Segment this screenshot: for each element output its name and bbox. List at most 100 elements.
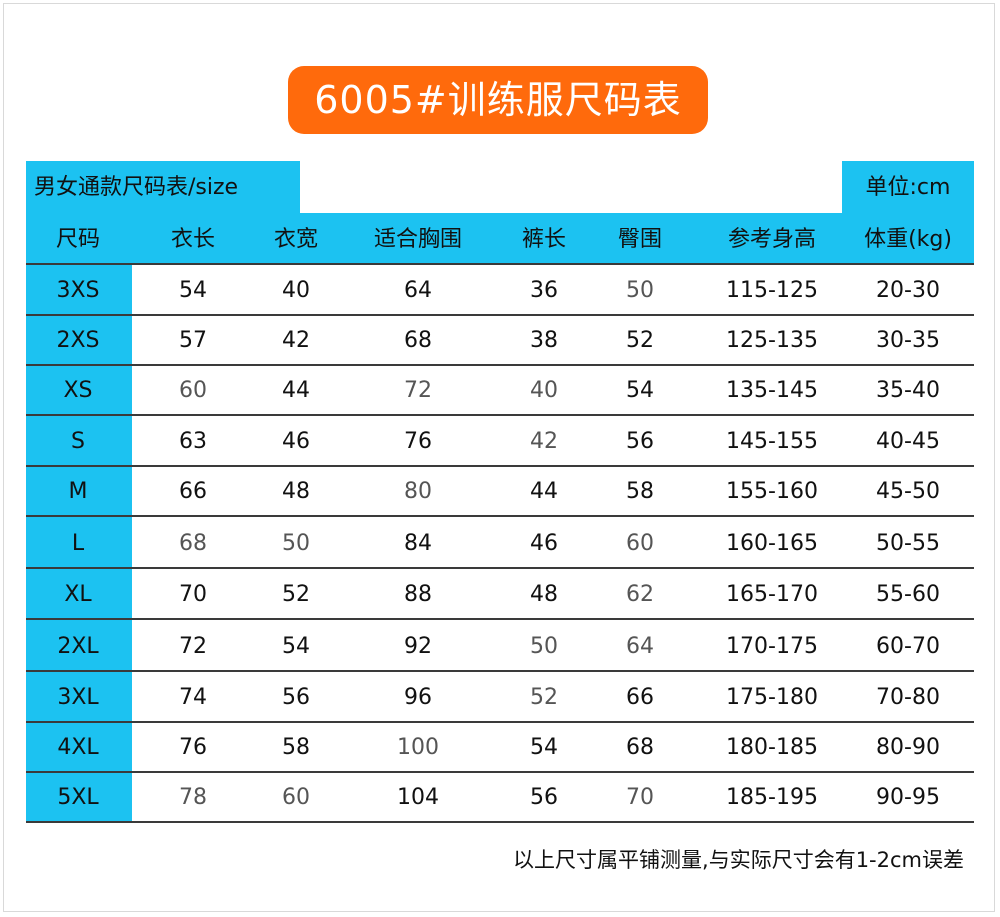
size-label: XL <box>64 582 92 607</box>
table-cell: 48 <box>282 479 310 504</box>
table-cell: 46 <box>282 429 310 454</box>
size-label: S <box>71 429 85 454</box>
table-cell: 66 <box>626 685 654 710</box>
table-cell: 56 <box>530 785 558 810</box>
size-label: 4XL <box>57 735 99 760</box>
size-label: M <box>68 479 88 504</box>
table-cell: 56 <box>626 429 654 454</box>
table-row: L 68 50 84 46 60 160-165 50-55 <box>26 518 974 569</box>
table-cell: 70-80 <box>876 685 940 710</box>
table-cell: 60 <box>626 531 654 556</box>
table-cell: 20-30 <box>876 278 940 303</box>
table-row: S 63 46 76 42 56 145-155 40-45 <box>26 416 974 467</box>
table-cell: 44 <box>530 479 558 504</box>
table-row: 3XL 74 56 96 52 66 175-180 70-80 <box>26 672 974 723</box>
table-cell: 78 <box>179 785 207 810</box>
size-label: 2XL <box>57 634 99 659</box>
header-weight: 体重(kg) <box>864 227 952 252</box>
table-cell: 38 <box>530 328 558 353</box>
table-cell: 46 <box>530 531 558 556</box>
page-title: 6005#训练服尺码表 <box>288 66 708 134</box>
table-row: XS 60 44 72 40 54 135-145 35-40 <box>26 365 974 416</box>
size-column-band <box>26 265 132 823</box>
table-cell: 68 <box>626 735 654 760</box>
table-cell: 125-135 <box>726 328 818 353</box>
table-cell: 68 <box>179 531 207 556</box>
table-cell: 66 <box>179 479 207 504</box>
table-cell: 52 <box>282 582 310 607</box>
table-cell: 80 <box>404 479 432 504</box>
table-cell: 72 <box>404 378 432 403</box>
table-cell: 36 <box>530 278 558 303</box>
header-width: 衣宽 <box>273 227 318 252</box>
table-cell: 62 <box>626 582 654 607</box>
table-cell: 58 <box>626 479 654 504</box>
measurement-note: 以上尺寸属平铺测量,与实际尺寸会有1-2cm误差 <box>513 848 964 872</box>
size-label: L <box>71 531 85 556</box>
table-cell: 45-50 <box>876 479 940 504</box>
table-cell: 175-180 <box>726 685 818 710</box>
table-cell: 165-170 <box>726 582 818 607</box>
table-cell: 50 <box>282 531 310 556</box>
table-cell: 60 <box>282 785 310 810</box>
table-cell: 50 <box>530 634 558 659</box>
table-cell: 54 <box>179 278 207 303</box>
table-cell: 76 <box>404 429 432 454</box>
table-cell: 72 <box>179 634 207 659</box>
table-cell: 84 <box>404 531 432 556</box>
table-cell: 76 <box>179 735 207 760</box>
table-cell: 58 <box>282 735 310 760</box>
table-cell: 42 <box>530 429 558 454</box>
table-cell: 155-160 <box>726 479 818 504</box>
table-cell: 63 <box>179 429 207 454</box>
size-label: 3XL <box>57 685 99 710</box>
table-cell: 100 <box>397 735 439 760</box>
table-cell: 55-60 <box>876 582 940 607</box>
header-length: 衣长 <box>170 227 215 252</box>
table-cell: 48 <box>530 582 558 607</box>
header-chest: 适合胸围 <box>373 227 462 252</box>
table-cell: 80-90 <box>876 735 940 760</box>
table-cell: 88 <box>404 582 432 607</box>
table-cell: 74 <box>179 685 207 710</box>
unit-label: 单位:cm <box>842 161 974 213</box>
table-cell: 170-175 <box>726 634 818 659</box>
table-cell: 40 <box>530 378 558 403</box>
table-row: 2XL 72 54 92 50 64 170-175 60-70 <box>26 621 974 672</box>
size-label: XS <box>63 378 93 403</box>
header-hip: 臀围 <box>617 227 662 252</box>
table-caption: 男女通款尺码表/size <box>26 161 300 213</box>
table-cell: 56 <box>282 685 310 710</box>
table-cell: 64 <box>404 278 432 303</box>
header-height: 参考身高 <box>727 227 816 252</box>
table-cell: 50-55 <box>876 531 940 556</box>
table-cell: 40-45 <box>876 429 940 454</box>
size-label: 3XS <box>56 278 100 303</box>
table-cell: 35-40 <box>876 378 940 403</box>
header-size: 尺码 <box>55 227 100 252</box>
table-cell: 60-70 <box>876 634 940 659</box>
table-row: M 66 48 80 44 58 155-160 45-50 <box>26 466 974 517</box>
table-cell: 60 <box>179 378 207 403</box>
table-cell: 96 <box>404 685 432 710</box>
size-label: 5XL <box>57 785 99 810</box>
table-header: 尺码 衣长 衣宽 适合胸围 裤长 臀围 参考身高 体重(kg) <box>26 213 974 265</box>
table-cell: 135-145 <box>726 378 818 403</box>
table-row: 3XS 54 40 64 36 50 115-125 20-30 <box>26 265 974 316</box>
table-cell: 160-165 <box>726 531 818 556</box>
table-cell: 52 <box>530 685 558 710</box>
table-row: 2XS 57 42 68 38 52 125-135 30-35 <box>26 315 974 366</box>
table-cell: 70 <box>179 582 207 607</box>
table-cell: 42 <box>282 328 310 353</box>
table-cell: 104 <box>397 785 439 810</box>
table-cell: 68 <box>404 328 432 353</box>
table-cell: 64 <box>626 634 654 659</box>
table-cell: 40 <box>282 278 310 303</box>
table-row: XL 70 52 88 48 62 165-170 55-60 <box>26 569 974 620</box>
table-cell: 54 <box>530 735 558 760</box>
table-cell: 180-185 <box>726 735 818 760</box>
table-cell: 54 <box>626 378 654 403</box>
page-frame <box>3 3 995 912</box>
header-pants-length: 裤长 <box>521 227 566 252</box>
table-cell: 44 <box>282 378 310 403</box>
